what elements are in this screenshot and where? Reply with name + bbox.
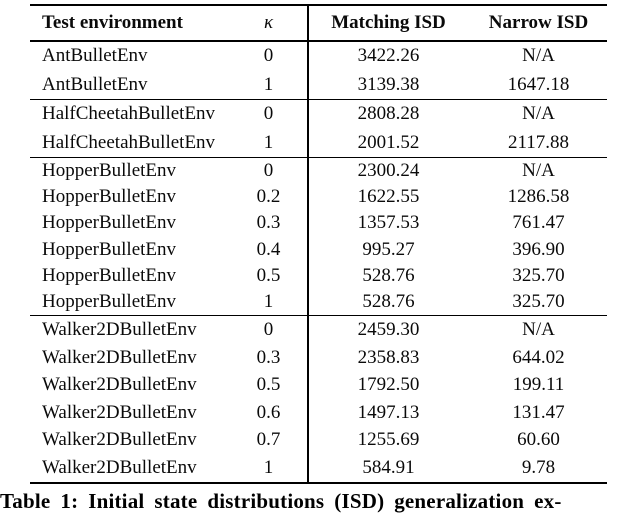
table-header-row: Test environment κ Matching ISD Narrow I… xyxy=(30,6,607,42)
cell-environment: HalfCheetahBulletEnv xyxy=(42,131,216,153)
cell-environment: Walker2DBulletEnv xyxy=(42,456,197,478)
cell-kappa: 0.5 xyxy=(256,264,281,286)
table-row: HalfCheetahBulletEnv 0 2808.28 N/A xyxy=(30,100,607,129)
cell-matching-isd: 528.76 xyxy=(362,264,415,286)
cell-matching-isd: 2459.30 xyxy=(357,318,420,340)
cell-narrow-isd: N/A xyxy=(522,45,555,67)
cell-matching-isd: 528.76 xyxy=(362,291,415,313)
cell-kappa: 0.5 xyxy=(256,374,281,396)
cell-narrow-isd: 1286.58 xyxy=(507,186,570,208)
cell-kappa: 0.2 xyxy=(256,186,281,208)
cell-kappa: 1 xyxy=(263,456,274,478)
table-row: Walker2DBulletEnv 0.6 1497.13 131.47 xyxy=(30,399,607,427)
table-row: AntBulletEnv 0 3422.26 N/A xyxy=(30,42,607,71)
cell-environment: Walker2DBulletEnv xyxy=(42,429,197,451)
cell-matching-isd: 2358.83 xyxy=(357,346,420,368)
table-row: AntBulletEnv 1 3139.38 1647.18 xyxy=(30,71,607,100)
header-narrow-isd: Narrow ISD xyxy=(488,12,589,33)
cell-environment: HopperBulletEnv xyxy=(42,238,177,260)
cell-matching-isd: 3422.26 xyxy=(357,45,420,67)
cell-narrow-isd: N/A xyxy=(522,103,555,125)
table-row: HopperBulletEnv 0.5 528.76 325.70 xyxy=(30,263,607,289)
cell-narrow-isd: 9.78 xyxy=(521,456,556,478)
cell-matching-isd: 1497.13 xyxy=(357,401,420,423)
cell-narrow-isd: 396.90 xyxy=(512,238,565,260)
cell-kappa: 0.4 xyxy=(256,238,281,260)
cell-kappa: 0 xyxy=(263,45,274,67)
cell-narrow-isd: 2117.88 xyxy=(507,131,570,153)
cell-environment: HopperBulletEnv xyxy=(42,264,177,286)
header-matching-isd: Matching ISD xyxy=(331,12,446,33)
table-row: HalfCheetahBulletEnv 1 2001.52 2117.88 xyxy=(30,129,607,158)
cell-kappa: 0 xyxy=(263,318,274,340)
column-divider-rule xyxy=(307,6,309,482)
cell-narrow-isd: N/A xyxy=(522,160,555,182)
cell-kappa: 1 xyxy=(263,291,274,313)
table-group: HalfCheetahBulletEnv 0 2808.28 N/A HalfC… xyxy=(30,99,607,157)
header-test-environment: Test environment xyxy=(42,12,183,33)
table-row: HopperBulletEnv 1 528.76 325.70 xyxy=(30,289,607,315)
cell-matching-isd: 584.91 xyxy=(362,456,415,478)
header-kappa: κ xyxy=(263,12,274,33)
cell-narrow-isd: 325.70 xyxy=(512,264,565,286)
cell-matching-isd: 2001.52 xyxy=(357,131,420,153)
cell-kappa: 1 xyxy=(263,73,274,95)
cell-matching-isd: 1622.55 xyxy=(357,186,420,208)
table-row: Walker2DBulletEnv 1 584.91 9.78 xyxy=(30,454,607,482)
table-row: Walker2DBulletEnv 0.7 1255.69 60.60 xyxy=(30,427,607,455)
cell-narrow-isd: 325.70 xyxy=(512,291,565,313)
cell-matching-isd: 1357.53 xyxy=(357,212,420,234)
table-row: Walker2DBulletEnv 0.3 2358.83 644.02 xyxy=(30,344,607,372)
table-group: AntBulletEnv 0 3422.26 N/A AntBulletEnv … xyxy=(30,42,607,99)
cell-narrow-isd: 60.60 xyxy=(517,429,560,451)
cell-environment: Walker2DBulletEnv xyxy=(42,318,197,340)
cell-narrow-isd: 199.11 xyxy=(512,374,565,396)
cell-matching-isd: 995.27 xyxy=(362,238,415,260)
cell-environment: Walker2DBulletEnv xyxy=(42,374,197,396)
table-row: HopperBulletEnv 0.3 1357.53 761.47 xyxy=(30,210,607,236)
cell-kappa: 0.3 xyxy=(256,346,281,368)
table-row: Walker2DBulletEnv 0 2459.30 N/A xyxy=(30,316,607,344)
cell-narrow-isd: 644.02 xyxy=(512,346,565,368)
cell-environment: HalfCheetahBulletEnv xyxy=(42,103,216,125)
cell-narrow-isd: 1647.18 xyxy=(507,73,570,95)
cell-kappa: 0 xyxy=(263,103,274,125)
cell-kappa: 0.6 xyxy=(256,401,281,423)
cell-narrow-isd: N/A xyxy=(522,318,555,340)
cell-narrow-isd: 761.47 xyxy=(512,212,565,234)
table-caption: Table 1: Initial state distributions (IS… xyxy=(0,489,562,513)
cell-matching-isd: 1255.69 xyxy=(357,429,420,451)
cell-environment: AntBulletEnv xyxy=(42,73,148,95)
table-body: AntBulletEnv 0 3422.26 N/A AntBulletEnv … xyxy=(30,42,607,482)
table-row: HopperBulletEnv 0 2300.24 N/A xyxy=(30,158,607,184)
table-row: HopperBulletEnv 0.2 1622.55 1286.58 xyxy=(30,184,607,210)
cell-environment: HopperBulletEnv xyxy=(42,186,177,208)
cell-environment: Walker2DBulletEnv xyxy=(42,346,197,368)
cell-kappa: 0.3 xyxy=(256,212,281,234)
cell-environment: HopperBulletEnv xyxy=(42,291,177,313)
cell-environment: HopperBulletEnv xyxy=(42,212,177,234)
cell-kappa: 0.7 xyxy=(256,429,281,451)
cell-environment: Walker2DBulletEnv xyxy=(42,401,197,423)
cell-matching-isd: 3139.38 xyxy=(357,73,420,95)
table-group: HopperBulletEnv 0 2300.24 N/A HopperBull… xyxy=(30,157,607,315)
cell-kappa: 1 xyxy=(263,131,274,153)
cell-environment: HopperBulletEnv xyxy=(42,160,177,182)
cell-matching-isd: 1792.50 xyxy=(357,374,420,396)
cell-narrow-isd: 131.47 xyxy=(512,401,565,423)
cell-matching-isd: 2808.28 xyxy=(357,103,420,125)
table-row: HopperBulletEnv 0.4 995.27 396.90 xyxy=(30,237,607,263)
table-group: Walker2DBulletEnv 0 2459.30 N/A Walker2D… xyxy=(30,315,607,482)
cell-matching-isd: 2300.24 xyxy=(357,160,420,182)
table-row: Walker2DBulletEnv 0.5 1792.50 199.11 xyxy=(30,371,607,399)
isd-results-table: Test environment κ Matching ISD Narrow I… xyxy=(30,4,607,484)
cell-kappa: 0 xyxy=(263,160,274,182)
cell-environment: AntBulletEnv xyxy=(42,45,148,67)
